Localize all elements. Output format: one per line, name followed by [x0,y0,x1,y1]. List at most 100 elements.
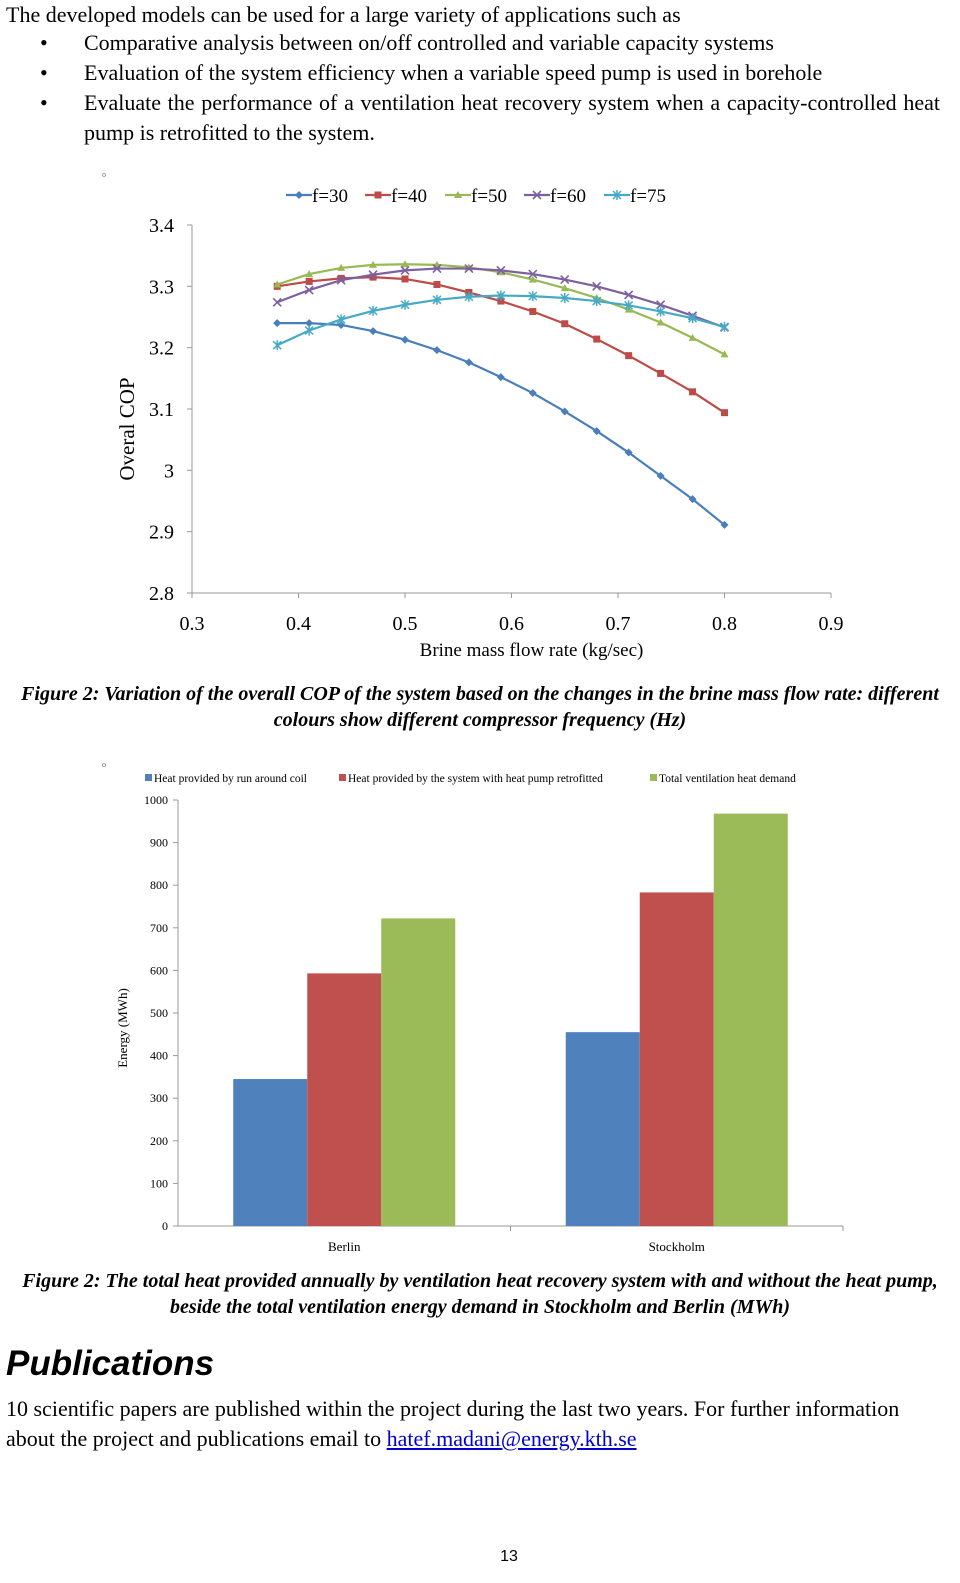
chart1-data-point [273,319,282,328]
chart2-y-tick-label: 200 [150,1134,168,1148]
chart2-legend-swatch [650,774,657,781]
chart2-y-axis-label: Energy (MWh) [115,988,130,1068]
chart1-data-point [560,292,570,303]
chart1-data-point [496,290,506,301]
chart1-x-tick-label: 0.3 [180,613,205,635]
chart1-legend-label: f=60 [550,186,586,207]
chart1-data-point [656,471,665,480]
chart1-x-tick-label: 0.8 [712,613,737,635]
chart1-data-point [720,520,729,529]
chart2-y-tick-label: 700 [150,921,168,935]
chart1-data-point [528,291,538,302]
chart1-legend-marker [295,191,303,199]
chart1-data-point [272,297,282,307]
chart1-y-tick-label: 3.2 [149,338,174,360]
figure1-caption: Figure 2: Variation of the overall COP o… [21,683,939,731]
chart1-data-point [401,335,409,344]
chart1-x-tick-label: 0.4 [286,613,311,635]
chart1-data-point [529,307,537,315]
chart1-data-point [433,280,441,288]
chart1-data-point [560,275,570,285]
chart2-legend-label: Total ventilation heat demand [659,773,796,785]
chart2-y-tick-label: 500 [150,1006,168,1020]
chart2-legend-label: Heat provided by run around coil [154,773,307,785]
chart2-corner-mark: o [102,760,106,769]
chart1-y-tick-label: 3.1 [149,399,174,421]
chart1-data-point [368,305,378,316]
chart2-y-tick-label: 400 [150,1049,168,1063]
chart1-data-point [464,263,474,274]
chart1-legend-label: f=30 [312,186,348,207]
chart1-data-point [528,389,537,398]
chart2-category-label: Berlin [328,1239,361,1254]
chart1-data-point [561,320,569,328]
chart1-data-point [400,299,410,310]
chart1-data-point [369,327,378,336]
chart1-y-tick-label: 3.3 [149,276,174,298]
chart1-data-point [688,313,698,324]
chart1-legend-marker [612,190,622,200]
email-link[interactable]: hatef.madani@energy.kth.se [386,1426,637,1451]
chart1-y-tick-label: 3.4 [149,215,174,237]
chart1-legend-marker [454,191,462,198]
chart1-data-point [369,260,378,268]
chart2-bar-Berlin-1 [307,973,382,1226]
chart1-data-point [560,407,569,416]
chart1-x-tick-label: 0.5 [393,613,418,635]
chart1-data-point [624,290,634,300]
chart1-data-point [528,275,537,283]
chart1-legend-marker [532,190,542,200]
chart1-data-point [688,333,697,341]
chart2-y-tick-label: 300 [150,1091,168,1105]
chart1-data-point [656,306,666,317]
chart1-data-point [400,265,410,275]
chart1-data-point [496,265,506,275]
chart1-data-point [624,300,634,311]
chart1-data-point [305,270,314,278]
chart1-data-point [273,280,282,288]
chart1-legend-label: f=40 [391,186,427,207]
chart1-data-point [719,321,730,332]
intro-paragraph: The developed models can be used for a l… [6,2,681,27]
chart1-data-point [336,275,346,285]
chart2-bar-Berlin-0 [233,1079,308,1226]
chart1-data-point [464,358,473,367]
chart1-legend-label: f=50 [471,186,507,207]
application-list: Comparative analysis between on/off cont… [40,28,940,148]
chart1-data-point [337,320,346,329]
chart1-data-point [689,388,697,396]
chart1-data-point [401,260,409,268]
chart1-y-tick-label: 2.9 [149,522,174,544]
chart2-y-tick-label: 100 [150,1176,168,1190]
chart1-data-point [560,284,569,292]
chart1-x-tick-label: 0.7 [606,613,631,635]
chart2-bar-Stockholm-0 [565,1032,640,1226]
chart1-data-point [592,296,602,307]
chart2-y-tick-label: 800 [150,878,168,892]
chart1-data-point [305,277,313,285]
chart1-data-point [464,291,474,302]
chart2-y-tick-label: 600 [150,963,168,977]
chart1-x-tick-label: 0.6 [499,613,524,635]
chart1-x-axis-label: Brine mass flow rate (kg/sec) [420,640,644,661]
chart1-legend-marker [374,191,382,199]
chart1-data-point [337,263,346,271]
chart2-category-label: Stockholm [649,1239,705,1254]
list-item: Evaluation of the system efficiency when… [40,58,940,88]
chart1-data-point [304,325,314,336]
chart2-y-tick-label: 0 [162,1219,168,1233]
cop-line-chart: o 3.4 3.3 3.2 3.1 3 2.9 2.8 0.3 0.4 0.5 0.6 0.7 0.8 0.… [102,170,844,661]
chart1-data-point [656,318,665,326]
chart1-y-tick-label: 3 [164,460,174,482]
chart2-legend-swatch [339,774,346,781]
chart1-data-point [432,294,442,305]
chart1-data-point [368,270,378,280]
chart1-y-axis-label: Overal COP [115,377,139,480]
chart2-bar-Stockholm-2 [713,813,788,1226]
chart1-data-point [401,275,409,283]
chart1-data-point [432,346,441,355]
chart1-data-point [688,495,697,504]
chart1-corner-mark: o [102,170,106,179]
publications-text: 10 scientific papers are published withi… [6,1394,946,1454]
chart1-data-point [272,340,282,351]
